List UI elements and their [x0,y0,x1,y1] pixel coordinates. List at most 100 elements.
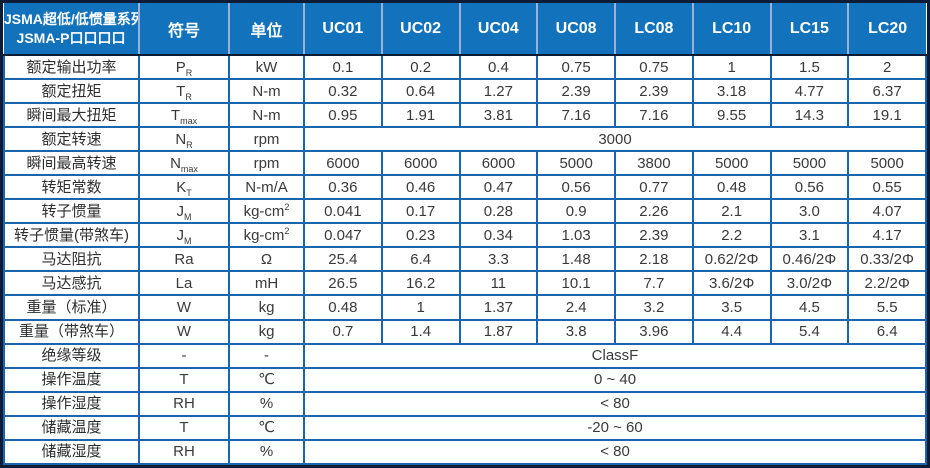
value-cell: 0.041 [303,198,383,225]
unit-cell: rpm [228,150,305,177]
spec-row: 绝缘等级 - - ClassF [3,342,927,369]
value-cell: 7.7 [614,270,694,297]
unit-cell: ℃ [228,414,305,441]
value-cell: 1.91 [380,102,461,129]
value-cell: 0.56 [536,174,616,201]
symbol-cell: Tmax [138,102,230,129]
value-cell: 11 [458,270,539,297]
value-cell: 0.46 [380,174,461,201]
value-cell: 0.95 [303,102,383,129]
row-label: 转子惯量 [3,198,140,225]
spec-row: 马达阻抗 Ra Ω 25.4 6.4 3.3 1.48 2.18 0.62/2Φ 0.46/2Φ 0… [3,246,927,273]
value-cell: 0.55 [847,174,927,201]
symbol-cell: JM [138,198,230,225]
value-cell: 10.1 [536,270,616,297]
symbol-cell: JM [138,222,230,249]
value-cell: 3.96 [614,318,694,345]
value-cell: 0.48 [303,294,383,321]
value-cell: 2.18 [614,246,694,273]
value-cell: 2 [847,53,927,81]
symbol-cell: Ra [138,246,230,273]
unit-cell: N-m/A [228,174,305,201]
value-cell: 3.8 [536,318,616,345]
value-cell: 0.9 [536,198,616,225]
table-title: JSMA超低/低惯量系列 JSMA-P口口口口 [4,3,139,56]
spec-row: 瞬间最高转速 Nmax rpm 6000 6000 6000 5000 3800 5000 500… [3,150,927,177]
row-label: 储藏湿度 [3,438,140,466]
spec-row: 额定扭矩 TR N-m 0.32 0.64 1.27 2.39 2.39 3.18 4.77 6.3… [3,78,927,105]
row-label: 操作湿度 [3,390,140,417]
value-cell: 0.23 [380,222,461,249]
column-header-model-lc10: LC10 [691,3,771,56]
value-cell: 6.4 [847,318,927,345]
symbol-cell: NR [138,126,230,153]
spec-row: 操作湿度 RH% < 80 [3,390,927,417]
value-cell: 4.77 [769,78,850,105]
value-cell: 0.28 [458,198,539,225]
value-cell: 3800 [614,150,694,177]
value-cell: 0.75 [614,53,694,81]
value-cell: 5.5 [847,294,927,321]
symbol-cell: RH [138,390,230,417]
value-cell: 1.5 [769,53,850,81]
value-cell: 19.1 [847,102,927,129]
value-cell: 5000 [769,150,850,177]
value-cell: 0.47 [458,174,539,201]
column-header-model-lc20: LC20 [847,3,926,56]
column-header-model-uc01: UC01 [303,3,382,56]
value-cell: 3.6/2Φ [691,270,772,297]
row-label: 马达感抗 [3,270,140,297]
spec-row: 转子惯量 JM kg-cm2 0.041 0.17 0.28 0.9 2.26 2.1 3.0 4.… [3,198,927,225]
spec-row: 储藏温度 T ℃ -20 ~ 60 [3,414,927,441]
spec-row: 转子惯量(带煞车) JM kg-cm2 0.047 0.23 0.34 1.03 2.39 2.… [3,222,927,249]
table-title-line2: JSMA-P口口口口 [16,29,126,46]
value-cell: 4.17 [847,222,927,249]
value-cell: 1 [380,294,461,321]
symbol-cell: W [138,294,230,321]
row-label: 储藏温度 [3,414,140,441]
value-cell: 2.2/2Φ [847,270,927,297]
value-cell: 1.27 [458,78,539,105]
spec-row: 操作温度 T ℃ 0 ~ 40 [3,366,927,393]
value-cell: 6000 [458,150,539,177]
value-cell: 2.39 [536,78,616,105]
row-label: 额定输出功率 [3,53,140,81]
value-cell: 0.62/2Φ [691,246,772,273]
value-cell: 3.81 [458,102,539,129]
symbol-cell: T [138,366,230,393]
value-cell: 1.87 [458,318,539,345]
column-header-unit: 单位 [228,3,304,56]
column-header-symbol: 符号 [138,3,229,56]
row-label: 操作温度 [3,366,140,393]
value-cell: 1.48 [536,246,616,273]
value-cell: 0.7 [303,318,383,345]
row-label: 额定扭矩 [3,78,140,105]
row-label: 重量（带煞车） [3,318,140,345]
value-cell: 0.047 [303,222,383,249]
value-cell: 0.77 [614,174,694,201]
value-cell: 7.16 [536,102,616,129]
value-cell: 5000 [847,150,927,177]
value-cell: 3.5 [691,294,772,321]
value-cell: 3.1 [769,222,850,249]
spec-table-body: 额定输出功率 PR kW 0.1 0.2 0.4 0.75 0.75 1 1.5 2 额定扭矩 TR N-… [3,53,927,466]
value-cell: 14.3 [769,102,850,129]
spec-row: 瞬间最大扭矩 Tmax N-m 0.95 1.91 3.81 7.16 7.16 9.55 14.… [3,102,927,129]
value-cell: 16.2 [380,270,461,297]
symbol-cell: La [138,270,230,297]
value-cell: 6000 [380,150,461,177]
unit-cell: kW [228,53,305,81]
spec-table: JSMA超低/低惯量系列 JSMA-P口口口口 符号 单位 UC01 UC02 … [3,3,927,466]
merged-value-cell: 3000 [303,126,927,153]
spec-row: 额定输出功率 PR kW 0.1 0.2 0.4 0.75 0.75 1 1.5 2 [3,53,927,81]
unit-cell: mH [228,270,305,297]
value-cell: 2.1 [691,198,772,225]
merged-value-cell: < 80 [303,438,927,466]
value-cell: 1.03 [536,222,616,249]
symbol-cell: PR [138,53,230,81]
value-cell: 3.0/2Φ [769,270,850,297]
symbol-cell: TR [138,78,230,105]
value-cell: 25.4 [303,246,383,273]
value-cell: 1.4 [380,318,461,345]
value-cell: 3.3 [458,246,539,273]
